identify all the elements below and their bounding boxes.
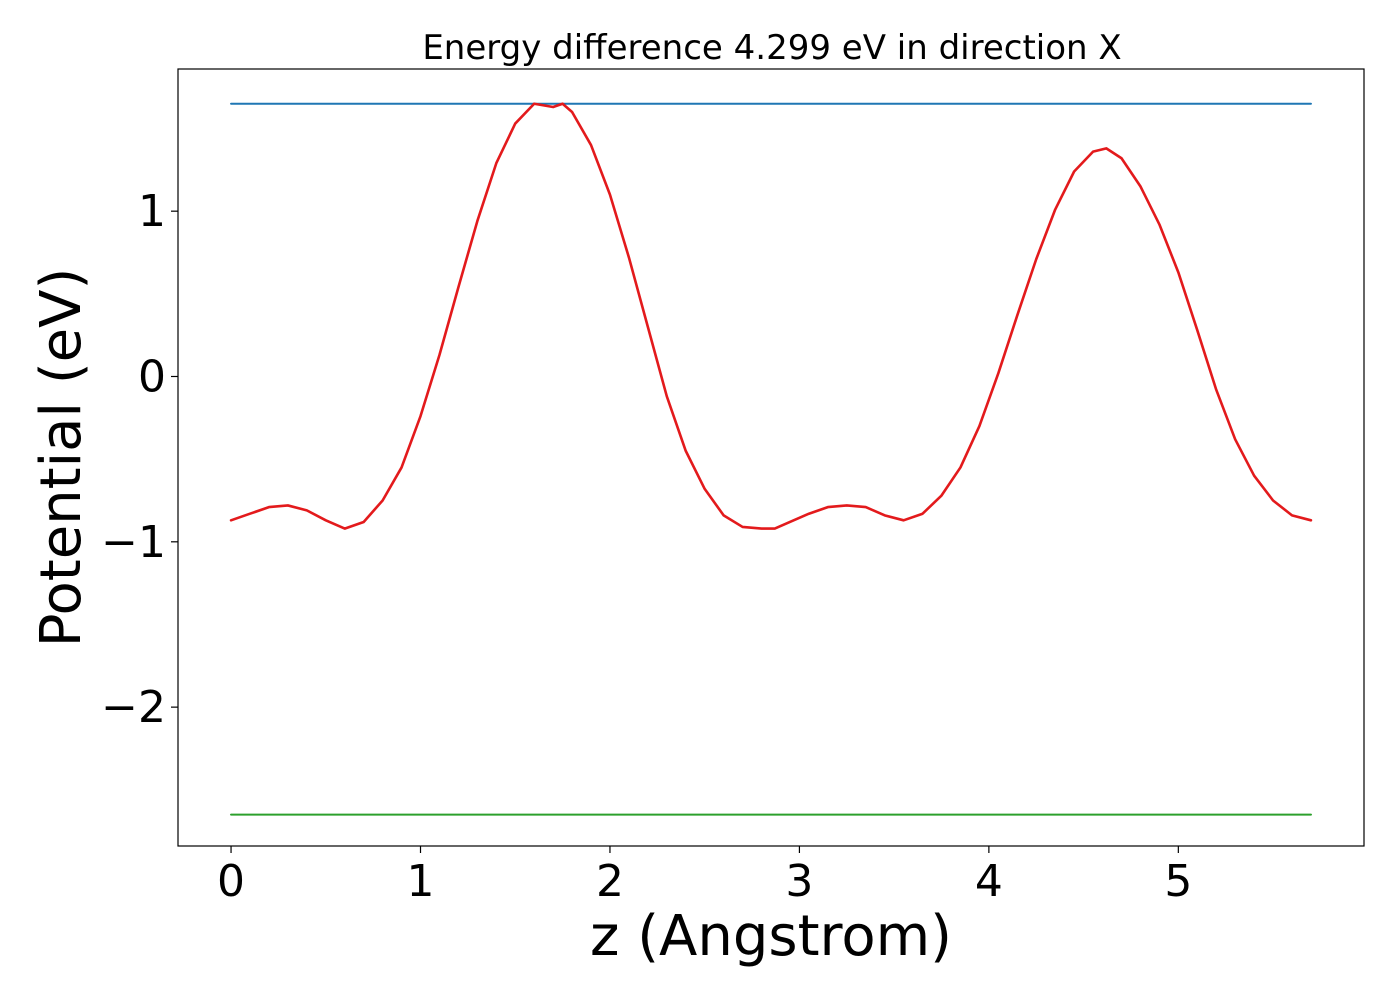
y-tick-label: 0 bbox=[138, 351, 166, 402]
x-tick-label: 2 bbox=[596, 856, 624, 907]
y-tick-label: −2 bbox=[101, 682, 166, 733]
x-tick-label: 0 bbox=[217, 856, 245, 907]
y-tick-label: −1 bbox=[101, 517, 166, 568]
axes-frame bbox=[177, 68, 1365, 847]
y-tick-label: 1 bbox=[138, 186, 166, 237]
x-tick-label: 1 bbox=[407, 856, 435, 907]
plot-area bbox=[177, 68, 1365, 847]
x-axis-ticks: 0 1 2 3 4 5 bbox=[217, 846, 1192, 907]
y-axis-label: Potential (eV) bbox=[29, 268, 94, 648]
series-line-2 bbox=[229, 102, 1313, 530]
y-axis-ticks: −2 −1 0 1 bbox=[101, 186, 178, 733]
x-tick-label: 5 bbox=[1164, 856, 1192, 907]
chart-title: Energy difference 4.299 eV in direction … bbox=[422, 28, 1121, 68]
x-tick-label: 3 bbox=[785, 856, 813, 907]
x-axis-label: z (Angstrom) bbox=[590, 904, 952, 969]
x-tick-label: 4 bbox=[975, 856, 1003, 907]
